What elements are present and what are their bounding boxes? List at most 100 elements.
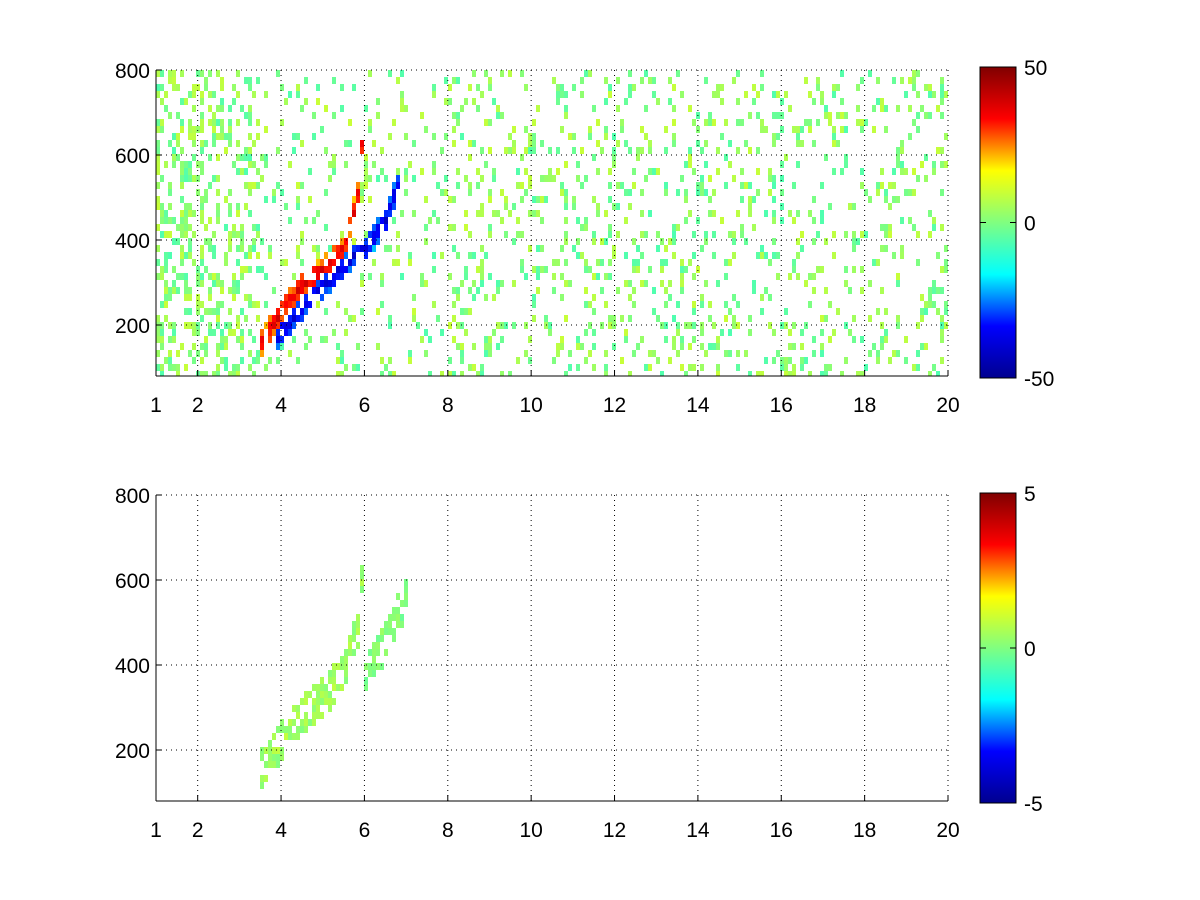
heatmap-cell [588,70,592,77]
heatmap-cell [676,224,680,231]
heatmap-cell [900,77,904,84]
heatmap-cell [772,210,776,217]
heatmap-cell [492,294,496,301]
heatmap-cell [340,105,344,112]
heatmap-cell [800,343,804,350]
heatmap-cell [220,357,224,364]
heatmap-cell [288,350,292,357]
heatmap-cell [208,91,212,98]
heatmap-cell [284,733,288,740]
heatmap-cell [196,266,200,273]
heatmap-cell [808,301,812,308]
heatmap-cell [776,133,780,140]
heatmap-cell [228,105,232,112]
heatmap-cell [300,105,304,112]
heatmap-cell [164,294,168,301]
heatmap-cell [556,147,560,154]
heatmap-cell [204,371,208,376]
heatmap-cell [672,119,676,126]
heatmap-cell [676,70,680,77]
heatmap-cell [752,280,756,287]
heatmap-cell [528,147,532,154]
heatmap-cell [800,357,804,364]
heatmap-cell [372,231,376,238]
heatmap-cell [348,266,352,273]
heatmap-cell [720,84,724,91]
heatmap-cell [440,371,444,376]
heatmap-cell [680,280,684,287]
heatmap-cell [160,98,164,105]
heatmap-cell [200,126,204,133]
heatmap-cell [220,287,224,294]
heatmap-cell [340,273,344,280]
heatmap-cell [700,294,704,301]
heatmap-cell [552,287,556,294]
heatmap-cell [444,133,448,140]
heatmap-cell [364,161,368,168]
heatmap-cell [276,329,280,336]
heatmap-cell [628,315,632,322]
heatmap-cell [204,224,208,231]
heatmap-cell [352,196,356,203]
heatmap-cell [740,231,744,238]
heatmap-cell [404,133,408,140]
heatmap-cell [388,70,392,77]
heatmap-cell [388,210,392,217]
heatmap-cell [704,189,708,196]
heatmap-cell [660,266,664,273]
heatmap-cell [336,301,340,308]
heatmap-cell [632,301,636,308]
heatmap-cell [920,308,924,315]
heatmap-cell [328,245,332,252]
heatmap-cell [384,217,388,224]
heatmap-cell [304,329,308,336]
heatmap-cell [328,259,332,266]
heatmap-cell [484,343,488,350]
heatmap-cell [932,287,936,294]
heatmap-cell [696,126,700,133]
heatmap-cell [264,273,268,280]
heatmap-cell [356,364,360,371]
heatmap-cell [392,607,396,614]
heatmap-cell [248,301,252,308]
heatmap-cell [324,189,328,196]
heatmap-cell [884,245,888,252]
heatmap-cell [456,119,460,126]
heatmap-cell [532,266,536,273]
heatmap-cell [468,308,472,315]
heatmap-cell [624,336,628,343]
heatmap-cell [260,266,264,273]
heatmap-cell [224,336,228,343]
heatmap-cell [224,364,228,371]
heatmap-cell [500,280,504,287]
heatmap-cell [392,119,396,126]
heatmap-cell [296,252,300,259]
heatmap-cell [756,112,760,119]
heatmap-cell [428,217,432,224]
heatmap-cell [760,126,764,133]
heatmap-cell [180,168,184,175]
heatmap-cell [888,203,892,210]
heatmap-cell [528,175,532,182]
heatmap-cell [348,649,352,656]
heatmap-cell [320,259,324,266]
heatmap-cell [864,231,868,238]
heatmap-cell [508,210,512,217]
heatmap-cell [776,252,780,259]
heatmap-cell [608,91,612,98]
heatmap-cell [308,301,312,308]
heatmap-cell [736,210,740,217]
heatmap-cell [200,357,204,364]
heatmap-cell [160,301,164,308]
heatmap-cell [156,329,160,336]
heatmap-cell [304,698,308,705]
heatmap-cell [240,154,244,161]
heatmap-cell [572,133,576,140]
heatmap-cell [156,119,160,126]
heatmap-cell [348,140,352,147]
heatmap-cell [804,77,808,84]
heatmap-cell [476,371,480,376]
heatmap-cell [696,140,700,147]
heatmap-cell [284,726,288,733]
heatmap-cell [200,147,204,154]
